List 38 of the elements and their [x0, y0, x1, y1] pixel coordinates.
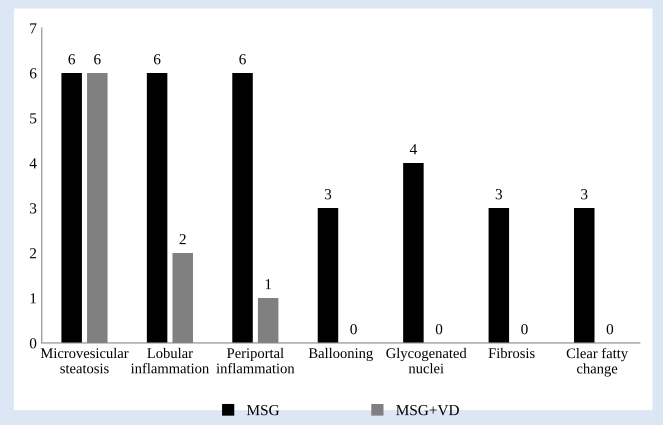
data-label: 3: [324, 189, 332, 200]
bar: [403, 163, 424, 343]
y-tick-label: 0: [30, 338, 36, 348]
legend-label: MSG+VD: [396, 405, 459, 416]
x-tick-label: Glycogenated nuclei: [386, 348, 467, 374]
data-label: 2: [180, 234, 186, 244]
x-tick-label: Fibrosis: [488, 348, 535, 358]
y-tick-label: 6: [30, 68, 36, 78]
x-tick-label: Lobular inflammation: [130, 348, 209, 374]
y-tick-label: 3: [30, 203, 36, 214]
data-label: 6: [154, 54, 160, 64]
data-label: 1: [266, 279, 272, 290]
y-tick-label: 1: [30, 293, 36, 304]
bar: [232, 73, 253, 343]
bar: [488, 208, 510, 343]
data-label: 3: [496, 189, 502, 200]
y-tick-label: 2: [30, 248, 36, 258]
y-tick-label: 7: [30, 23, 36, 34]
data-label: 3: [581, 189, 588, 200]
data-label: 4: [410, 144, 417, 154]
bar: [574, 208, 595, 343]
bar: [318, 208, 338, 343]
data-label: 0: [436, 324, 442, 334]
y-tick-label: 5: [30, 113, 36, 124]
x-tick-label: Periportal inflammation: [216, 348, 294, 374]
y-tick-label: 4: [30, 158, 37, 168]
data-label: 6: [239, 54, 246, 64]
data-label: 0: [350, 324, 357, 334]
x-tick-label: Ballooning: [308, 348, 373, 362]
x-tick-label: Clear fatty change: [566, 348, 628, 377]
bar: [61, 73, 82, 343]
data-label: 0: [521, 324, 528, 334]
legend-label: MSG: [246, 405, 280, 416]
data-label: 6: [68, 54, 76, 64]
x-tick-label: Microvesicular steatosis: [40, 348, 128, 374]
data-label: 0: [606, 324, 614, 334]
bar: [146, 73, 168, 343]
data-label: 6: [94, 54, 101, 64]
